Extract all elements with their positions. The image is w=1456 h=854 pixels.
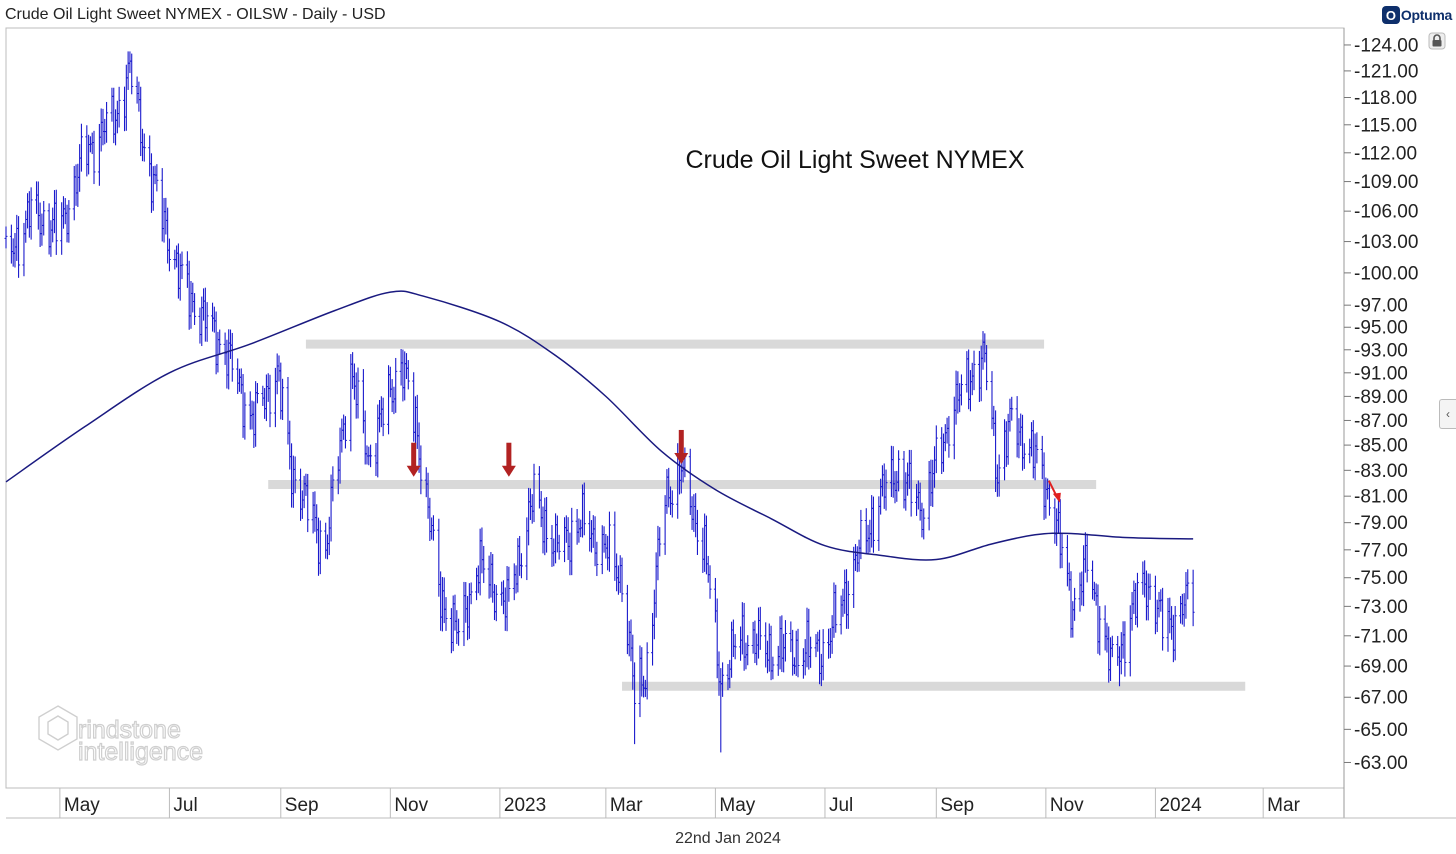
footer-date: 22nd Jan 2024 xyxy=(675,830,781,847)
price-tick-label: -118.00 xyxy=(1354,88,1417,109)
price-tick-label: -81.00 xyxy=(1354,487,1408,508)
chart-header-title: Crude Oil Light Sweet NYMEX - OILSW - Da… xyxy=(5,6,386,23)
date-label: Mar xyxy=(610,795,643,816)
date-label: Nov xyxy=(1050,795,1084,816)
watermark-logo-icon xyxy=(38,705,78,751)
price-bars xyxy=(4,51,1195,753)
price-tick-label: -100.00 xyxy=(1354,263,1418,284)
date-label: 2023 xyxy=(504,795,546,816)
down-arrow-icon xyxy=(674,429,689,464)
price-tick-label: -85.00 xyxy=(1354,436,1408,457)
price-tick-label: -89.00 xyxy=(1354,387,1408,408)
date-label: Jul xyxy=(173,795,197,816)
date-label: 2024 xyxy=(1159,795,1202,816)
arrow-head xyxy=(501,465,516,477)
price-tick-label: -73.00 xyxy=(1354,597,1408,618)
arrow-head xyxy=(406,465,421,477)
chart-frame xyxy=(5,27,1456,819)
down-arrow-icon xyxy=(501,442,516,477)
price-tick-label: -115.00 xyxy=(1354,115,1417,136)
price-tick-label: -75.00 xyxy=(1354,568,1408,589)
price-tick-label: -95.00 xyxy=(1354,318,1408,339)
brand-name: Optuma xyxy=(1400,7,1452,23)
date-label: Sep xyxy=(940,795,974,816)
arrow-shaft xyxy=(678,429,684,454)
brand-badge-icon: O xyxy=(1381,6,1400,24)
chevron-left-icon: ‹ xyxy=(1446,407,1450,421)
price-tick-label: -67.00 xyxy=(1354,688,1408,709)
price-tick-label: -77.00 xyxy=(1354,540,1408,561)
date-label: May xyxy=(64,795,100,816)
date-label: May xyxy=(719,795,755,816)
plot-border xyxy=(5,27,1345,789)
price-tick-label: -106.00 xyxy=(1354,202,1418,223)
date-label: Mar xyxy=(1267,795,1300,816)
arrow-shaft xyxy=(506,442,512,467)
date-axis[interactable]: May Jul Sep Nov 2023 Mar May Jul Sep Nov 2024 Mar xyxy=(59,788,1301,818)
price-tick-label: -83.00 xyxy=(1354,461,1408,482)
signal-arrows xyxy=(406,429,1061,503)
moving-average xyxy=(5,290,1194,561)
arrow-shaft xyxy=(411,442,417,467)
moving-average-line xyxy=(5,290,1194,561)
chart-annotation-title: Crude Oil Light Sweet NYMEX xyxy=(685,146,1024,174)
collapse-panel-button[interactable]: ‹ xyxy=(1439,399,1456,429)
support-resistance-levels xyxy=(268,339,1246,691)
price-tick-label: -97.00 xyxy=(1354,296,1408,317)
price-tick-label: -69.00 xyxy=(1354,657,1408,678)
price-tick-label: -124.00 xyxy=(1354,35,1418,56)
price-tick-label: -87.00 xyxy=(1354,411,1408,432)
date-label: Sep xyxy=(285,795,319,816)
watermark-line1: rindstone xyxy=(78,716,181,744)
price-tick-label: -112.00 xyxy=(1354,143,1417,164)
price-axis[interactable]: -124.00 -121.00 -118.00 -115.00 -112.00 -109.… xyxy=(1344,35,1418,774)
price-tick-label: -79.00 xyxy=(1354,513,1408,534)
down-arrow-icon xyxy=(1047,480,1061,503)
date-label: Nov xyxy=(394,795,428,816)
arrow-head xyxy=(674,452,689,464)
arrow-head xyxy=(1052,492,1061,503)
price-tick-label: -109.00 xyxy=(1354,172,1418,193)
down-arrow-icon xyxy=(406,442,421,477)
price-tick-label: -65.00 xyxy=(1354,720,1408,741)
price-tick-label: -121.00 xyxy=(1354,61,1418,82)
price-tick-label: -71.00 xyxy=(1354,626,1408,647)
price-tick-label: -93.00 xyxy=(1354,340,1408,361)
watermark: rindstone intelligence xyxy=(38,705,204,767)
date-label: Jul xyxy=(829,795,853,816)
lock-icon[interactable] xyxy=(1428,32,1446,50)
price-tick-label: -103.00 xyxy=(1354,232,1418,253)
watermark-line2: intelligence xyxy=(78,738,203,766)
brand-logo[interactable]: O Optuma xyxy=(1381,4,1452,26)
price-tick-label: -63.00 xyxy=(1354,753,1408,774)
price-tick-label: -91.00 xyxy=(1354,363,1408,384)
